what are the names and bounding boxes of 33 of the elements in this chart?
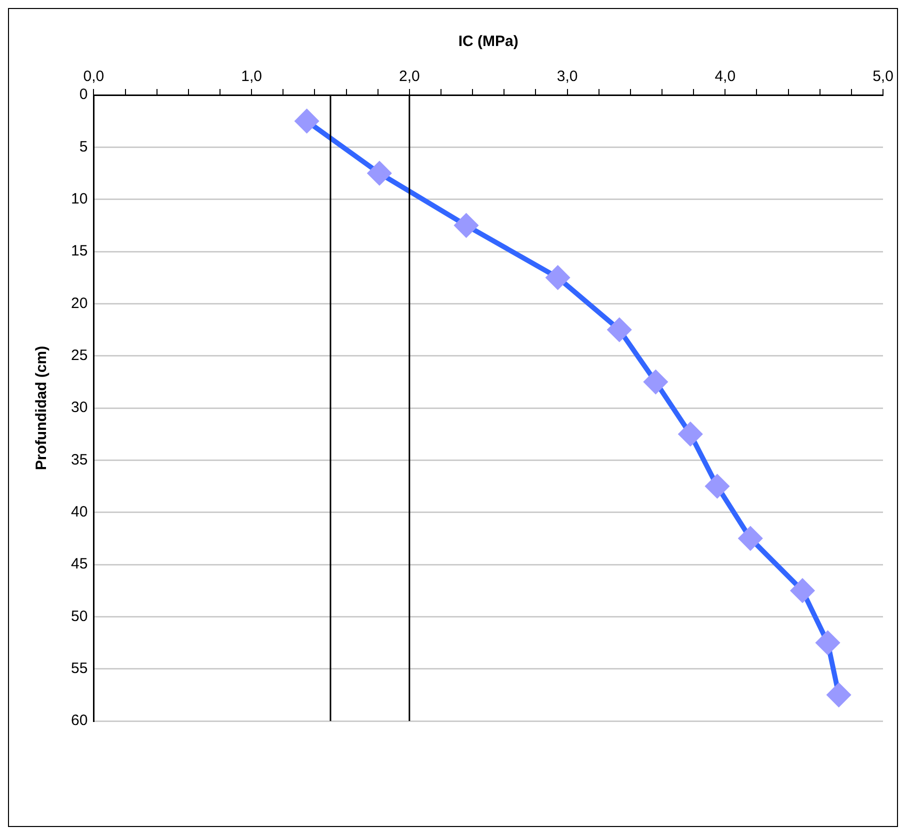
point [738,526,762,550]
x-tick-label: 2,0 [398,68,420,86]
x-tick-label: 0,0 [83,68,104,86]
point [368,162,391,185]
point [790,579,814,602]
point [678,422,702,446]
x-axis-title: IC (MPa) [458,33,518,50]
y-axis-title: Profundidad (cm) [33,346,50,470]
y-tick-label: 45 [70,556,88,573]
point [706,474,729,498]
y-tick-label: 55 [70,660,88,677]
y-tick-label: 30 [70,399,88,416]
y-tick-label: 10 [70,190,88,208]
y-tick-label: 20 [70,294,88,312]
point [454,214,478,237]
y-tick-label: 60 [70,712,88,730]
point [827,683,850,706]
point [295,110,318,133]
y-tick-label: 40 [70,503,88,520]
point [644,370,668,394]
y-tick-label: 35 [70,451,88,468]
point [546,266,570,290]
x-tick-label: 3,0 [556,68,578,86]
point [816,631,840,654]
y-tick-label: 0 [79,86,88,104]
y-tick-label: 5 [79,138,88,156]
y-tick-label: 25 [70,346,88,364]
x-tick-label: 5,0 [872,68,894,86]
y-tick-label: 50 [70,608,88,625]
x-tick-label: 1,0 [241,68,262,86]
y-tick-label: 15 [70,242,88,260]
x-tick-label: 4,0 [714,68,736,86]
point [608,318,631,342]
